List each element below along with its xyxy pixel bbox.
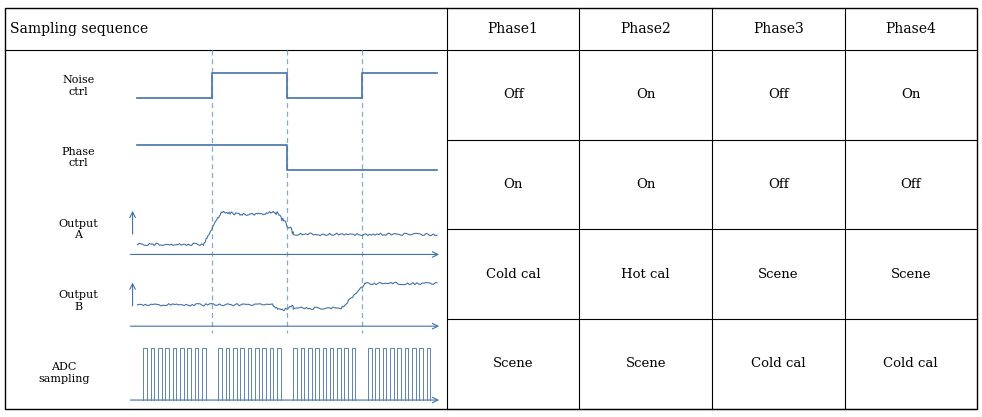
Text: Cold cal: Cold cal	[884, 357, 938, 370]
Text: Scene: Scene	[758, 268, 798, 281]
Text: Off: Off	[768, 88, 789, 101]
Text: Output
B: Output B	[59, 290, 98, 312]
Text: Phase3: Phase3	[753, 22, 803, 36]
Text: Sampling sequence: Sampling sequence	[10, 22, 148, 36]
Text: Cold cal: Cold cal	[751, 357, 805, 370]
Text: Off: Off	[768, 178, 789, 191]
Text: On: On	[636, 88, 655, 101]
Text: ADC
sampling: ADC sampling	[38, 362, 89, 384]
Text: Phase
ctrl: Phase ctrl	[62, 147, 95, 168]
Text: Scene: Scene	[493, 357, 533, 370]
Text: Off: Off	[503, 88, 523, 101]
Text: On: On	[636, 178, 655, 191]
Text: On: On	[504, 178, 522, 191]
Text: Scene: Scene	[626, 357, 666, 370]
Text: Scene: Scene	[891, 268, 931, 281]
Text: On: On	[901, 88, 920, 101]
Text: Phase1: Phase1	[488, 22, 538, 36]
Text: Noise
ctrl: Noise ctrl	[63, 75, 94, 97]
Text: Cold cal: Cold cal	[486, 268, 540, 281]
Text: Phase2: Phase2	[621, 22, 671, 36]
Text: Off: Off	[900, 178, 921, 191]
Text: Hot cal: Hot cal	[622, 268, 670, 281]
Text: Output
A: Output A	[59, 219, 98, 240]
Text: Phase4: Phase4	[886, 22, 936, 36]
